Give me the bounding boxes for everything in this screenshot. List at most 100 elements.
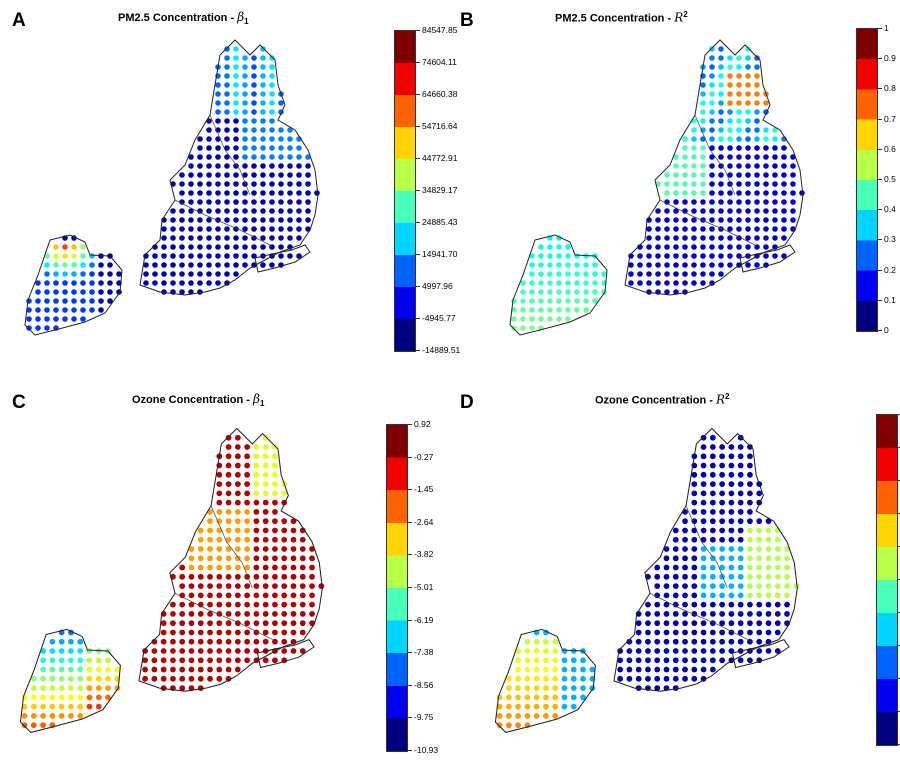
bronx-queens-boundary [209,114,251,196]
map-point [529,280,535,286]
map-point [700,657,707,664]
map-point [197,573,204,580]
map-point [244,481,251,487]
map-point [234,657,241,664]
map-point [774,611,781,617]
map-point [206,244,212,250]
map-point [672,536,679,543]
map-point [244,629,251,636]
map-point [224,244,230,250]
map-point [774,555,781,562]
map-point [763,163,769,169]
map-point [290,620,297,627]
map-point [244,536,251,543]
map-point [244,527,251,534]
map-point [781,172,787,178]
map-point [672,611,679,617]
map-point [552,703,559,710]
map-point [747,471,753,478]
map-point [709,109,715,115]
title-text: PM2.5 Concentration - [118,12,238,24]
map-point [234,499,241,506]
map-point [225,481,232,487]
map-point [682,280,688,286]
map-point [655,244,661,250]
map-point [89,262,95,268]
map-point [253,490,260,497]
map-point [253,499,260,506]
map-point [170,235,176,241]
map-point [719,518,726,525]
map-point [242,82,248,88]
map-point [663,583,670,589]
map-point [709,471,716,478]
map-point [244,444,251,450]
map-point [672,638,679,645]
map-point [524,657,531,664]
map-point [763,235,769,241]
map-point [645,666,651,673]
map-point [179,181,185,187]
map-point [269,100,275,106]
map-point [727,217,733,223]
map-point [262,499,269,506]
map-point [736,109,742,115]
map-point [496,722,503,729]
map-point [281,546,288,552]
map-point [570,685,577,691]
map-point [234,518,241,525]
map-point [700,499,707,506]
map-point [672,666,679,673]
map-point [251,154,257,160]
map-point [179,235,185,241]
colorbar-tick-label: 0.3 [878,234,896,245]
map-point [663,629,670,636]
map-point [765,546,772,552]
map-point [68,657,74,664]
map-point [290,564,297,571]
map-point [253,583,260,589]
map-point [105,694,111,701]
map-point [756,518,763,525]
map-point [197,536,204,543]
map-point [719,546,726,552]
map-point [262,453,269,460]
map-point [556,280,562,286]
map-point [719,527,726,534]
map-point [520,307,526,313]
map-point [269,64,275,70]
map-point [580,666,586,673]
map-point [529,325,535,331]
map-point [269,91,275,97]
map-point [40,675,47,682]
map-point [552,685,559,691]
map-point [515,675,522,682]
map-point [583,307,589,313]
map-point [736,136,742,142]
map-point [188,181,194,187]
map-point [179,648,186,654]
map-point [287,127,293,133]
map-point [262,434,269,441]
map-point [278,100,284,106]
map-point [592,262,598,268]
map-point [35,298,41,304]
map-point [62,289,68,295]
map-point [709,208,715,214]
map-point [756,629,763,636]
map-point [772,253,778,259]
map-point [664,190,670,196]
map-point [260,262,266,268]
map-point [637,280,643,286]
map-point [49,648,56,654]
map-point [269,244,275,250]
map-point [561,703,568,710]
map-point [244,638,251,645]
map-point [278,226,284,232]
map-point [765,536,772,543]
map-point [253,564,260,571]
map-point [728,592,735,599]
map-point [253,638,260,645]
map-point [772,136,778,142]
map-point [197,601,204,608]
